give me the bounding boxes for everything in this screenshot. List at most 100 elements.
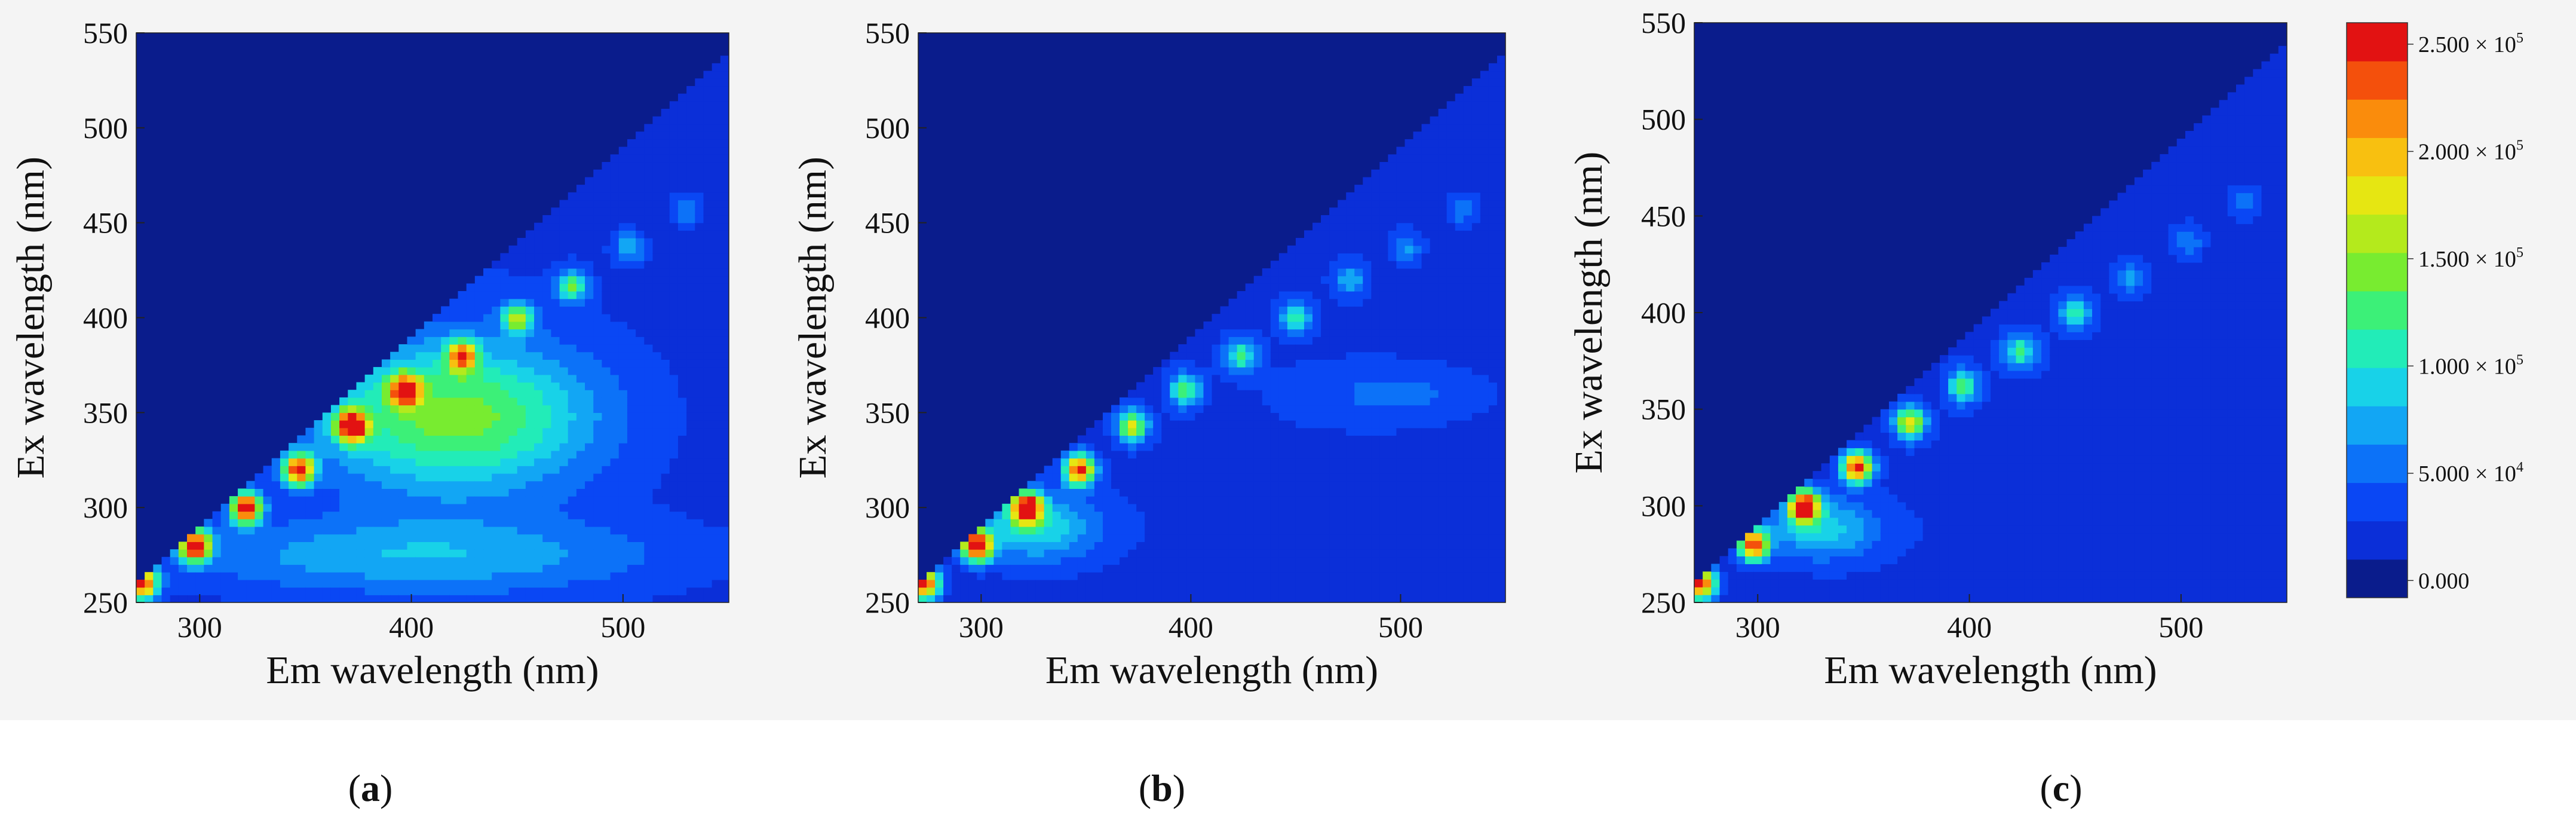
heatmap-cell: [712, 549, 721, 558]
heatmap-cell: [677, 344, 687, 353]
heatmap-cell: [610, 595, 620, 602]
heatmap-cell: [500, 503, 510, 512]
heatmap-cell: [1195, 511, 1204, 519]
heatmap-cell: [1120, 450, 1128, 459]
heatmap-cell: [551, 427, 560, 436]
heatmap-cell: [1262, 526, 1271, 535]
heatmap-cell: [610, 412, 620, 421]
heatmap-cell: [390, 390, 399, 398]
heatmap-cell: [593, 268, 603, 277]
heatmap-cell: [661, 329, 670, 337]
heatmap-cell: [977, 526, 986, 535]
heatmap-cell: [1220, 595, 1229, 602]
heatmap-cell: [500, 412, 510, 421]
heatmap-cell: [593, 564, 603, 573]
heatmap-cell: [314, 420, 323, 429]
heatmap-cell: [652, 162, 662, 170]
heatmap-cell: [627, 496, 636, 504]
heatmap-cell: [1052, 488, 1062, 497]
heatmap-cell: [246, 526, 255, 535]
heatmap-cell: [1120, 397, 1128, 406]
heatmap-cell: [652, 579, 662, 588]
heatmap-cell: [644, 435, 654, 443]
heatmap-cell: [703, 351, 713, 360]
heatmap-cell: [661, 572, 670, 580]
heatmap-cell: [1136, 496, 1145, 504]
heatmap-cell: [1102, 496, 1112, 504]
heatmap-cell: [686, 405, 695, 413]
heatmap-cell: [517, 526, 526, 535]
heatmap-cell: [542, 564, 551, 573]
heatmap-cell: [712, 473, 721, 482]
heatmap-cell: [669, 427, 679, 436]
heatmap-cell: [703, 124, 713, 132]
heatmap-cell: [1212, 549, 1221, 558]
heatmap-cell: [508, 420, 518, 429]
y-axis-title-a: Ex wavelength (nm): [9, 157, 53, 479]
heatmap-cell: [1044, 526, 1053, 535]
heatmap-cell: [1120, 481, 1128, 489]
heatmap-cell: [1195, 466, 1204, 474]
heatmap-cell: [720, 200, 729, 208]
heatmap-cell: [1128, 443, 1137, 451]
heatmap-cell: [1145, 382, 1154, 390]
heatmap-cell: [542, 245, 551, 254]
heatmap-cell: [398, 344, 408, 353]
heatmap-cell: [644, 230, 654, 238]
heatmap-cell: [534, 595, 543, 602]
heatmap-cell: [985, 572, 994, 580]
heatmap-cell: [618, 572, 628, 580]
heatmap-cell: [686, 556, 695, 565]
heatmap-cell: [415, 420, 425, 429]
heatmap-cell: [1245, 314, 1255, 322]
heatmap-cell: [644, 162, 654, 170]
heatmap-cell: [627, 503, 636, 512]
heatmap-cell: [1120, 405, 1128, 413]
heatmap-cell: [246, 534, 255, 542]
heatmap-cell: [364, 556, 374, 565]
heatmap-cell: [1262, 503, 1271, 512]
heatmap-cell: [559, 412, 569, 421]
heatmap-cell: [669, 450, 679, 459]
heatmap-cell: [644, 412, 654, 421]
heatmap-cell: [263, 473, 272, 482]
heatmap-cell: [610, 481, 620, 489]
heatmap-cell: [542, 579, 551, 588]
heatmap-cell: [627, 200, 636, 208]
heatmap-cell: [441, 306, 450, 314]
heatmap-cell: [1203, 496, 1213, 504]
heatmap-cell: [1253, 291, 1263, 299]
heatmap-cell: [602, 473, 611, 482]
heatmap-cell: [602, 230, 611, 238]
heatmap-cell: [568, 253, 577, 261]
heatmap-cell: [407, 511, 416, 519]
heatmap-cell: [1245, 534, 1255, 542]
heatmap-cell: [720, 427, 729, 436]
heatmap-cell: [289, 519, 298, 527]
heatmap-cell: [424, 541, 433, 550]
heatmap-cell: [517, 276, 526, 284]
heatmap-cell: [593, 306, 603, 314]
heatmap-cell: [703, 139, 713, 148]
heatmap-cell: [390, 549, 399, 558]
heatmap-cell: [593, 222, 603, 231]
heatmap-cell: [390, 427, 399, 436]
heatmap-cell: [204, 519, 213, 527]
heatmap-cell: [1212, 579, 1221, 588]
heatmap-cell: [415, 374, 425, 383]
heatmap-cell: [280, 481, 289, 489]
heatmap-cell: [993, 511, 1003, 519]
heatmap-cell: [610, 526, 620, 535]
heatmap-cell: [585, 466, 594, 474]
heatmap-cell: [508, 283, 518, 292]
heatmap-cell: [364, 443, 374, 451]
heatmap-cell: [246, 511, 255, 519]
heatmap-cell: [1170, 450, 1179, 459]
heatmap-cell: [441, 466, 450, 474]
heatmap-cell: [271, 587, 281, 595]
heatmap-cell: [669, 473, 679, 482]
heatmap-cell: [1145, 579, 1154, 588]
heatmap-cell: [415, 427, 425, 436]
heatmap-cell: [1136, 511, 1145, 519]
heatmap-cell: [559, 321, 569, 330]
